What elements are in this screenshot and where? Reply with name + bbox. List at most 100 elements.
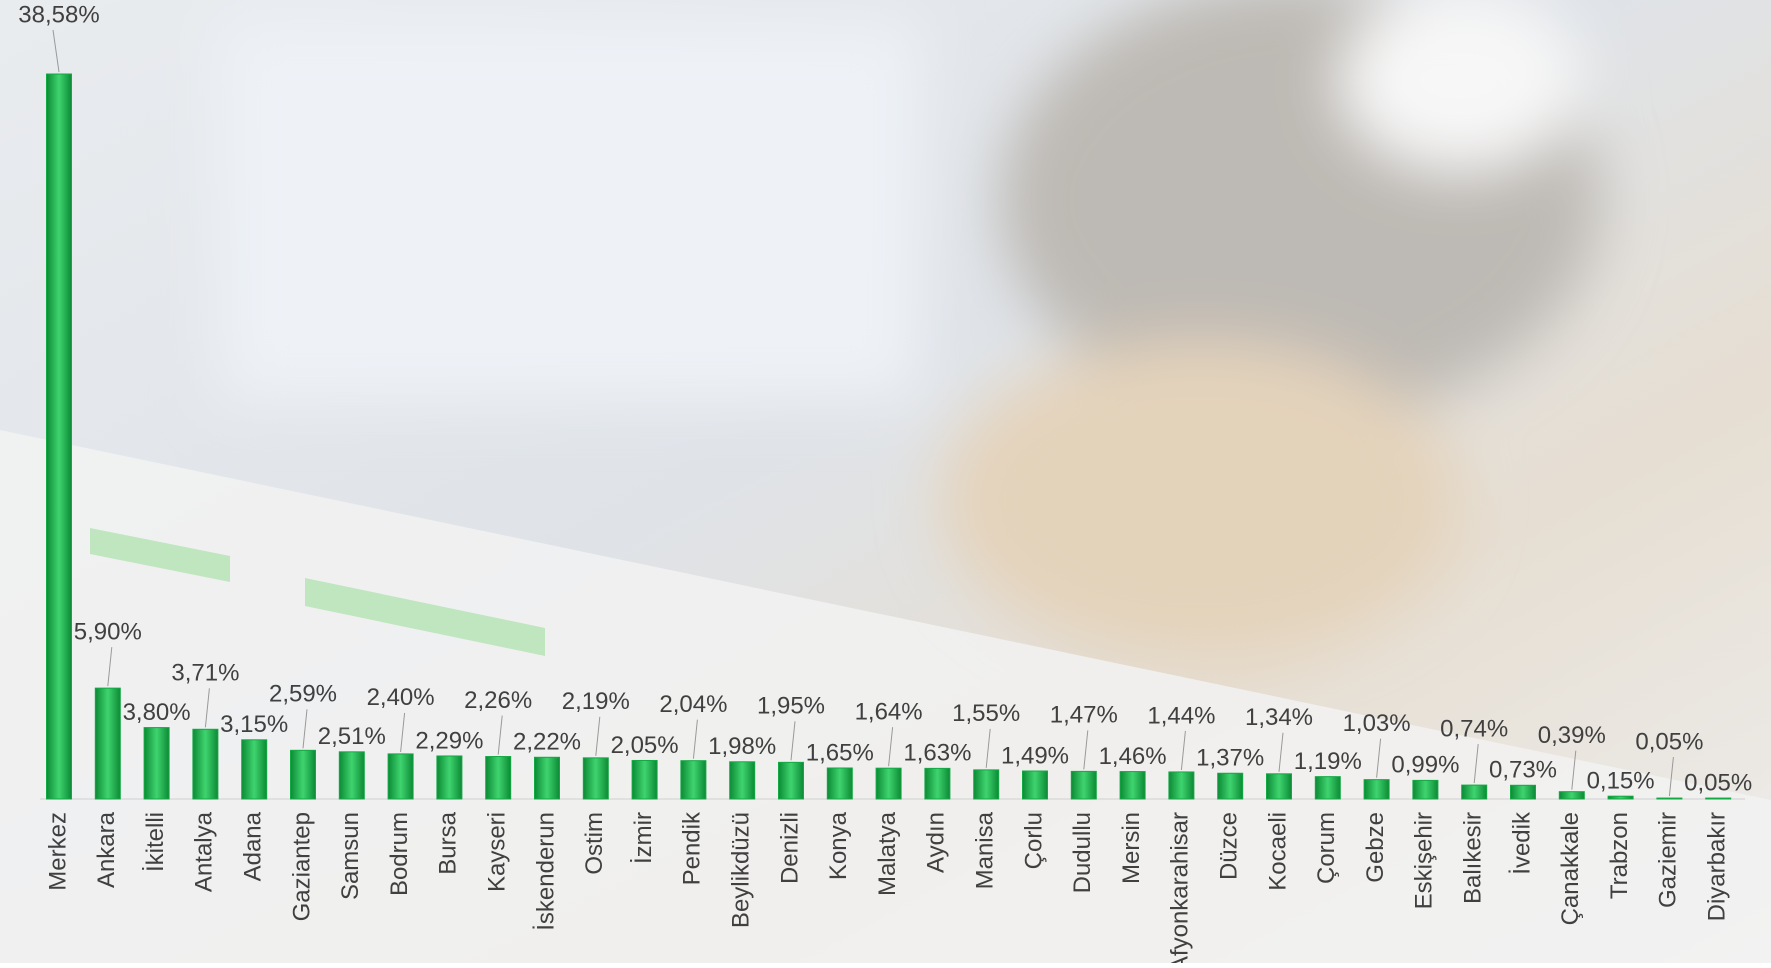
leader-line (985, 728, 991, 768)
x-tick-label: Eskişehir (1411, 812, 1438, 909)
value-label: 1,64% (855, 699, 923, 726)
x-tick-label: Bodrum (386, 812, 413, 896)
leader-line (400, 712, 406, 752)
leader-line (107, 647, 113, 687)
value-label: 1,63% (903, 740, 971, 767)
photo-backdrop (220, 0, 1600, 660)
bar (46, 73, 72, 800)
bar (1607, 795, 1634, 800)
x-tick-label: Beylikdüzü (728, 812, 755, 928)
value-label: 1,49% (1001, 742, 1069, 769)
value-label: 3,80% (123, 699, 191, 726)
value-label: 2,29% (415, 727, 483, 754)
bar (582, 757, 609, 800)
bar (290, 749, 316, 800)
leader-line (1180, 730, 1186, 770)
value-label: 1,34% (1245, 704, 1313, 731)
bar (485, 756, 512, 800)
x-tick-label: Malatya (874, 811, 901, 896)
x-tick-label: Pendik (679, 811, 706, 885)
x-tick-label: Konya (825, 811, 852, 880)
value-label: 2,51% (318, 723, 386, 750)
x-tick-label: İzmir (630, 812, 657, 864)
value-label: 1,47% (1050, 702, 1118, 729)
x-tick-label: Kocaeli (1264, 812, 1291, 891)
bar (1314, 776, 1341, 800)
x-tick-label: Antalya (191, 811, 218, 892)
x-tick-label: Denizli (776, 812, 803, 884)
x-tick-label: İskenderun (532, 812, 559, 931)
bar (241, 739, 268, 800)
value-label: 2,26% (464, 687, 532, 714)
bar (973, 769, 1000, 800)
leader-line (1083, 730, 1089, 770)
leader-line (497, 715, 503, 755)
x-tick-label: Kayseri (484, 812, 511, 892)
value-label: 1,44% (1147, 702, 1215, 729)
x-tick-label: Ostim (581, 812, 608, 875)
value-label: 2,22% (513, 729, 581, 756)
value-label: 3,71% (171, 660, 239, 687)
bar (778, 761, 804, 800)
bar (1119, 771, 1146, 800)
leader-line (1571, 750, 1577, 790)
x-tick-label: Gaziantep (288, 812, 315, 921)
sign-stripe (90, 528, 230, 582)
leader-line (1278, 732, 1284, 772)
value-label: 2,04% (659, 691, 727, 718)
leader-line (595, 716, 601, 756)
bar (94, 687, 121, 800)
leader-line (692, 719, 698, 759)
bar (338, 751, 365, 800)
x-tick-label: Çorum (1313, 812, 1340, 884)
x-tick-label: Manisa (972, 811, 999, 889)
value-label: 0,05% (1635, 728, 1703, 755)
bar (631, 759, 658, 800)
bar (875, 767, 902, 800)
value-label: 1,37% (1196, 745, 1264, 772)
x-tick-label: Çorlu (1020, 812, 1047, 869)
x-tick-label: Düzce (1216, 812, 1243, 880)
x-tick-label: İkitelli (142, 812, 169, 872)
value-label: 0,74% (1440, 715, 1508, 742)
value-label: 5,90% (74, 618, 142, 645)
leader-line (204, 688, 210, 728)
leader-line (52, 29, 60, 73)
x-tick-label: Merkez (44, 812, 71, 891)
value-label: 1,19% (1294, 748, 1362, 775)
bar (1412, 779, 1439, 800)
bar (534, 756, 560, 800)
x-tick-label: Ankara (93, 811, 120, 888)
bar (924, 767, 951, 800)
bar (1070, 770, 1097, 800)
bar (1558, 791, 1585, 800)
bar (729, 761, 756, 800)
x-tick-label: Aydın (923, 812, 950, 873)
value-label: 1,46% (1099, 743, 1167, 770)
value-label: 0,39% (1538, 722, 1606, 749)
value-label: 0,99% (1391, 752, 1459, 779)
value-label: 1,95% (757, 693, 825, 720)
value-label: 1,55% (952, 700, 1020, 727)
x-tick-label: Balıkesir (1460, 812, 1487, 904)
leader-line (1473, 744, 1479, 784)
x-tick-label: Samsun (337, 812, 364, 900)
value-label: 1,03% (1343, 710, 1411, 737)
value-label: 2,05% (611, 732, 679, 759)
bar (1363, 779, 1390, 800)
value-label: 0,05% (1684, 769, 1752, 796)
bar (680, 760, 707, 800)
leader-line (1668, 757, 1674, 797)
x-tick-label: İvedik (1508, 811, 1535, 875)
x-tick-label: Çanakkale (1557, 812, 1584, 925)
value-label: 3,15% (220, 711, 288, 738)
x-tick-label: Mersin (1118, 812, 1145, 884)
value-label: 2,19% (562, 688, 630, 715)
sign-board (0, 430, 1771, 963)
leader-line (302, 709, 308, 749)
bar (1266, 773, 1292, 800)
value-label: 38,58% (18, 1, 99, 28)
value-label: 0,73% (1489, 757, 1557, 784)
bar (192, 728, 219, 800)
